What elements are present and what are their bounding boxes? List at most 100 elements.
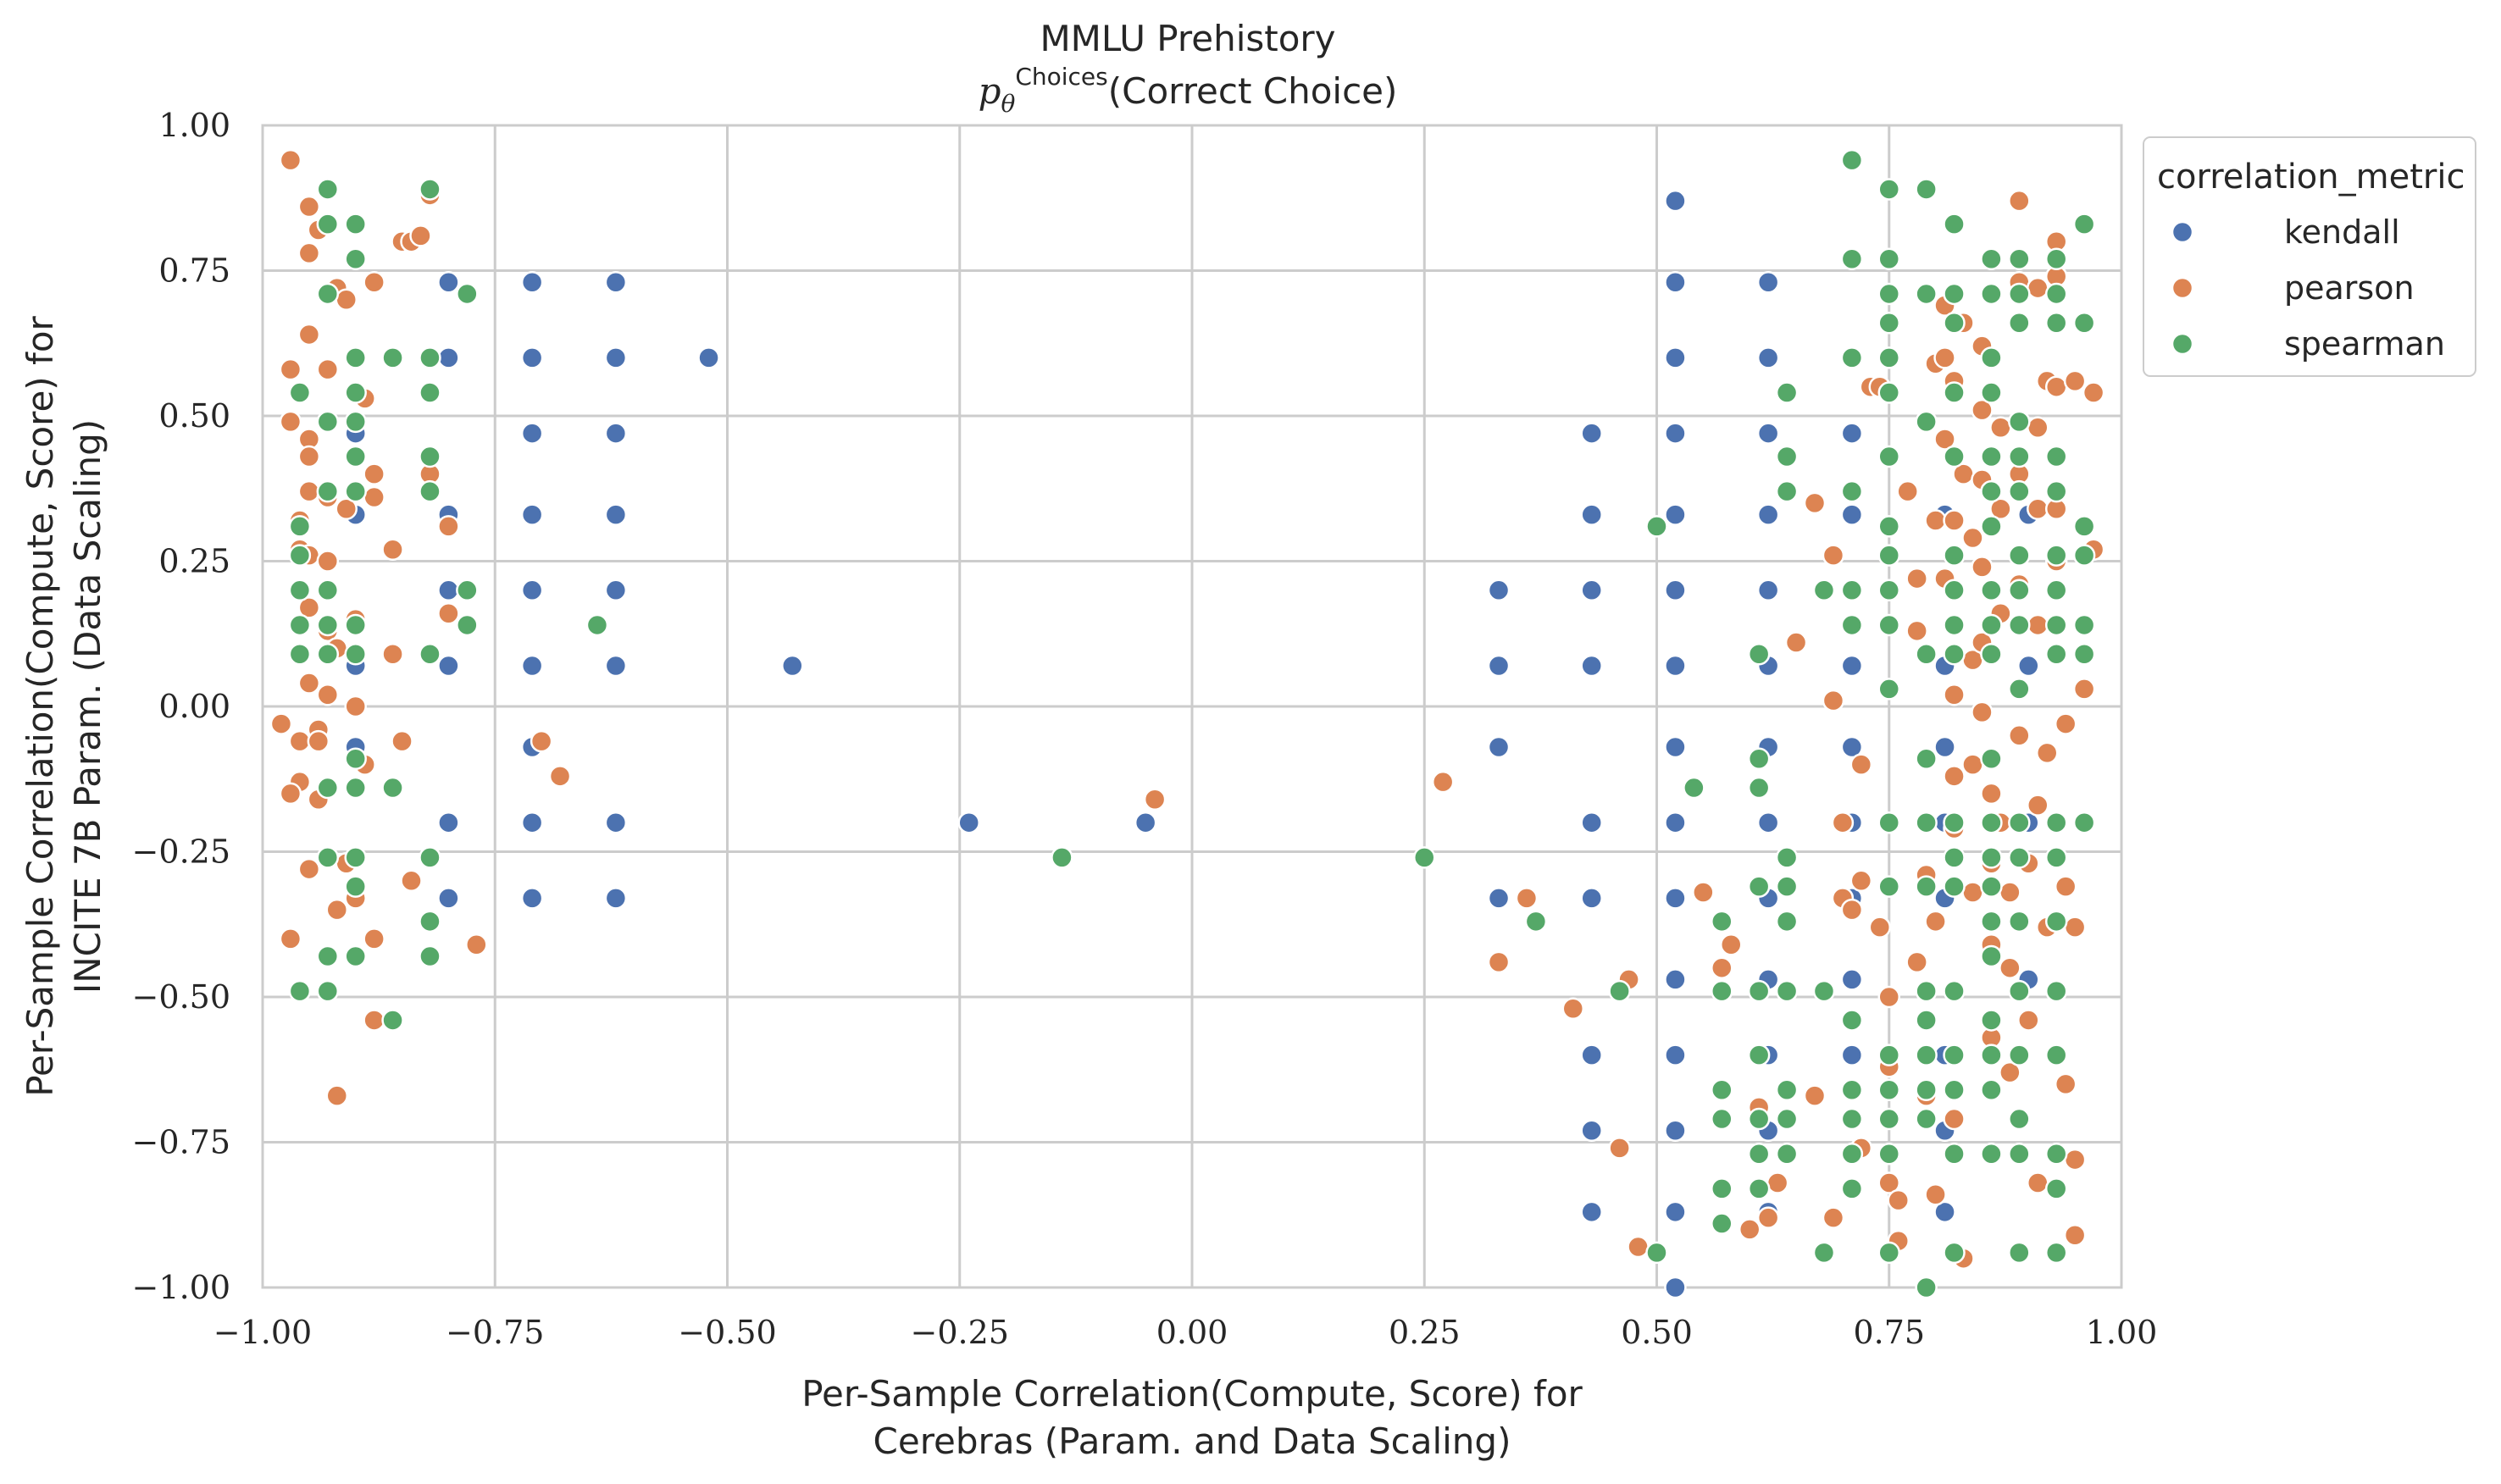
kendall-point [604, 654, 628, 678]
spearman-point [344, 247, 367, 271]
spearman-point [585, 613, 609, 637]
pearson-point [1943, 1107, 1966, 1131]
pearson-point [1561, 997, 1585, 1020]
legend: correlation_metric kendall pearson spearma… [2143, 136, 2476, 377]
subtitle-rest: (Correct Choice) [1108, 70, 1398, 112]
kendall-point [1664, 968, 1687, 991]
x-tick-label: 1.00 [2086, 1314, 2158, 1351]
pearson-point [1943, 765, 1966, 788]
pearson-point [1822, 689, 1845, 712]
spearman-point [1775, 1142, 1799, 1166]
pearson-point [1924, 1182, 1947, 1206]
kendall-point [520, 270, 544, 294]
pearson-point [1877, 1171, 1900, 1194]
pearson-point [2027, 1171, 2049, 1194]
spearman-point [316, 213, 340, 235]
spearman-point [1915, 979, 1938, 1003]
spearman-point [316, 613, 340, 637]
spearman-point [1943, 381, 1966, 404]
kendall-point [1664, 189, 1687, 213]
spearman-point [1980, 643, 2003, 666]
pearson-point [1905, 567, 1928, 590]
spearman-point [2008, 579, 2031, 602]
pearson-point [1989, 416, 2012, 439]
pearson-point [2054, 712, 2077, 735]
spearman-point [1915, 282, 1938, 306]
kendall-point [1580, 503, 1603, 526]
pearson-point [437, 515, 460, 538]
pearson-point [1933, 428, 1956, 451]
spearman-point [1840, 1009, 1864, 1032]
kendall-point [604, 422, 628, 445]
y-tick-labels: −1.00 −0.75 −0.50 −0.25 0.00 0.25 0.50 0.75 1.00 [132, 107, 230, 1306]
spearman-point [1877, 445, 1900, 468]
y-tick-label: −0.50 [132, 978, 230, 1016]
spearman-point [344, 445, 367, 468]
spearman-point [1980, 747, 2003, 770]
spearman-point [1812, 979, 1836, 1003]
spearman-point [2044, 479, 2068, 503]
spearman-point [2044, 643, 2068, 666]
kendall-point [1664, 422, 1687, 445]
pearson-point [2017, 1009, 2040, 1032]
spearman-point [344, 747, 367, 770]
pearson-point [325, 1084, 349, 1107]
spearman-point [2044, 445, 2068, 468]
spearman-point [1980, 811, 2003, 834]
spearman-point [2008, 1241, 2031, 1265]
spearman-point [1980, 1009, 2003, 1032]
spearman-point [1980, 247, 2003, 271]
spearman-point [1877, 613, 1900, 637]
pearson-point [1803, 1084, 1827, 1107]
kendall-point [520, 579, 544, 602]
subtitle-subscript: θ [1001, 90, 1015, 118]
spearman-point [1980, 613, 2003, 637]
x-tick-label: −0.25 [911, 1314, 1009, 1351]
spearman-point [316, 479, 340, 503]
spearman-point [1980, 875, 2003, 898]
spearman-point [1747, 1177, 1771, 1200]
spearman-point [316, 643, 340, 666]
spearman-point [2008, 410, 2031, 434]
kendall-point [1664, 503, 1687, 526]
pearson-point [2063, 1224, 2087, 1247]
legend-title: correlation_metric [2157, 158, 2465, 197]
pearson-point [2027, 794, 2049, 817]
x-tick-label: 0.75 [1853, 1314, 1925, 1351]
spearman-point [1915, 875, 1938, 898]
pearson-point [1849, 753, 1873, 776]
spearman-point [316, 944, 340, 968]
pearson-point [1887, 1188, 1910, 1212]
spearman-point [1915, 1044, 1938, 1066]
spearman-point [1840, 479, 1864, 503]
pearson-point [1720, 933, 1743, 956]
pearson-point [1840, 898, 1864, 922]
spearman-point [381, 1009, 404, 1032]
spearman-point [1747, 875, 1771, 898]
spearman-point [1943, 282, 1966, 306]
spearman-point [1877, 678, 1900, 700]
spearman-point [1877, 247, 1900, 271]
pearson-point [437, 601, 460, 625]
pearson-point [1896, 479, 1919, 503]
spearman-point [1943, 1044, 1966, 1066]
kendall-point [1840, 422, 1864, 445]
legend-label-spearman: spearman [2284, 325, 2445, 363]
spearman-point [2044, 1044, 2068, 1066]
spearman-point [1915, 1009, 1938, 1032]
spearman-point [1711, 1212, 1733, 1235]
spearman-point [2044, 1241, 2068, 1265]
pearson-point [1905, 619, 1928, 643]
legend-box [2143, 136, 2476, 377]
spearman-point [1915, 1107, 1938, 1131]
legend-marker-spearman [2171, 332, 2194, 356]
pearson-point [1868, 916, 1892, 939]
pearson-point [2027, 613, 2049, 637]
pearson-point [409, 224, 432, 247]
pearson-point [279, 928, 302, 950]
pearson-point [2063, 1148, 2087, 1171]
kendall-point [520, 654, 544, 678]
spearman-point [1711, 910, 1733, 933]
kendall-point [781, 654, 804, 678]
spearman-point [1775, 445, 1799, 468]
